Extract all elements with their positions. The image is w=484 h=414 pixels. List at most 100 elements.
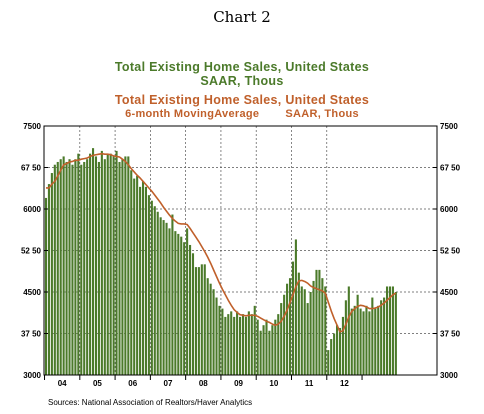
bar bbox=[186, 228, 189, 375]
bar bbox=[165, 222, 168, 375]
bar bbox=[100, 150, 103, 375]
x-tick-label: 11 bbox=[305, 379, 314, 388]
y-tick-label-left: 67 50 bbox=[21, 164, 42, 173]
y-tick-label-right: 37 50 bbox=[440, 330, 461, 339]
bar bbox=[144, 186, 148, 375]
bar bbox=[53, 164, 56, 375]
bar bbox=[336, 325, 339, 375]
bar bbox=[297, 272, 300, 375]
bar bbox=[121, 159, 124, 375]
bar bbox=[350, 308, 353, 375]
bar bbox=[56, 161, 59, 375]
bar bbox=[262, 325, 265, 375]
bar bbox=[89, 153, 92, 375]
line-layer bbox=[46, 152, 397, 333]
x-tick-label: 07 bbox=[164, 379, 173, 388]
bar bbox=[206, 278, 209, 375]
bar bbox=[312, 280, 315, 375]
bar bbox=[330, 339, 333, 375]
bar bbox=[371, 297, 374, 375]
x-tick-label: 10 bbox=[269, 379, 278, 388]
y-tick-label-left: 7500 bbox=[23, 122, 41, 131]
bar bbox=[338, 327, 342, 375]
bar bbox=[347, 286, 350, 375]
x-tick-label: 12 bbox=[340, 379, 349, 388]
bar bbox=[183, 242, 186, 375]
bar bbox=[130, 170, 133, 375]
bar bbox=[283, 294, 286, 375]
bar bbox=[62, 156, 65, 375]
legend-line-subtitle: 6-month MovingAverage SAAR, Thous bbox=[0, 108, 484, 120]
bar bbox=[359, 308, 362, 375]
bar bbox=[153, 206, 156, 375]
bar bbox=[215, 297, 218, 375]
bar bbox=[209, 283, 212, 375]
bar bbox=[74, 159, 77, 375]
bar bbox=[309, 292, 312, 375]
bar bbox=[118, 161, 121, 375]
bar bbox=[321, 278, 324, 375]
y-tick-label-left: 4500 bbox=[23, 288, 41, 297]
x-tick-label: 09 bbox=[234, 379, 243, 388]
source-note: Sources: National Association of Realtor… bbox=[48, 398, 253, 407]
bar bbox=[156, 211, 159, 375]
bar bbox=[250, 314, 253, 375]
y-tick-label-left: 3000 bbox=[23, 371, 41, 380]
bar bbox=[244, 316, 247, 375]
y-tick-label-left: 6000 bbox=[23, 205, 41, 214]
bar bbox=[212, 289, 215, 375]
bar bbox=[256, 319, 259, 375]
bar bbox=[83, 161, 86, 375]
bar bbox=[77, 153, 80, 375]
bar bbox=[241, 314, 245, 375]
bar bbox=[150, 200, 153, 375]
bar bbox=[318, 269, 321, 375]
bar bbox=[277, 314, 280, 375]
y-tick-label-right: 7500 bbox=[440, 122, 458, 131]
x-tick-label: 06 bbox=[128, 379, 137, 388]
bar bbox=[380, 300, 383, 375]
bar bbox=[327, 350, 330, 375]
bar bbox=[139, 186, 142, 375]
axis-layer: 3000 3000 37 50 37 50 4500 4500 52 50 52 50 6000… bbox=[21, 122, 461, 388]
bar bbox=[80, 164, 83, 375]
bar bbox=[159, 217, 162, 375]
bar bbox=[268, 330, 271, 375]
bar bbox=[306, 303, 309, 375]
bar bbox=[374, 308, 377, 375]
x-tick-label: 04 bbox=[58, 379, 67, 388]
bar bbox=[377, 305, 380, 375]
bar bbox=[236, 311, 239, 375]
bar bbox=[391, 286, 394, 375]
legend-line-title: Total Existing Home Sales, United States bbox=[114, 93, 370, 107]
y-tick-label-right: 4500 bbox=[440, 288, 458, 297]
bar bbox=[115, 150, 118, 375]
bar bbox=[59, 159, 62, 375]
bar bbox=[44, 197, 48, 375]
bar bbox=[218, 305, 221, 375]
bar bbox=[109, 153, 112, 375]
moving-average-line bbox=[46, 152, 397, 333]
bar bbox=[200, 264, 203, 375]
bar bbox=[286, 283, 289, 375]
bar bbox=[194, 267, 197, 375]
bar bbox=[141, 181, 145, 375]
bar bbox=[106, 153, 109, 375]
bar bbox=[274, 319, 277, 375]
bar bbox=[247, 311, 250, 375]
bar bbox=[238, 316, 242, 375]
chart-title: Chart 2 bbox=[213, 8, 271, 26]
bar bbox=[180, 236, 183, 375]
bar bbox=[162, 220, 165, 375]
bar bbox=[394, 292, 397, 375]
bar bbox=[124, 156, 127, 375]
legend-line-units: SAAR, Thous bbox=[285, 108, 359, 120]
y-tick-label-left: 37 50 bbox=[21, 330, 42, 339]
bar bbox=[341, 316, 344, 375]
bar bbox=[221, 308, 224, 375]
x-tick-label: 08 bbox=[199, 379, 208, 388]
grid-layer bbox=[44, 126, 437, 375]
bar bbox=[291, 261, 295, 375]
bar bbox=[233, 316, 236, 375]
